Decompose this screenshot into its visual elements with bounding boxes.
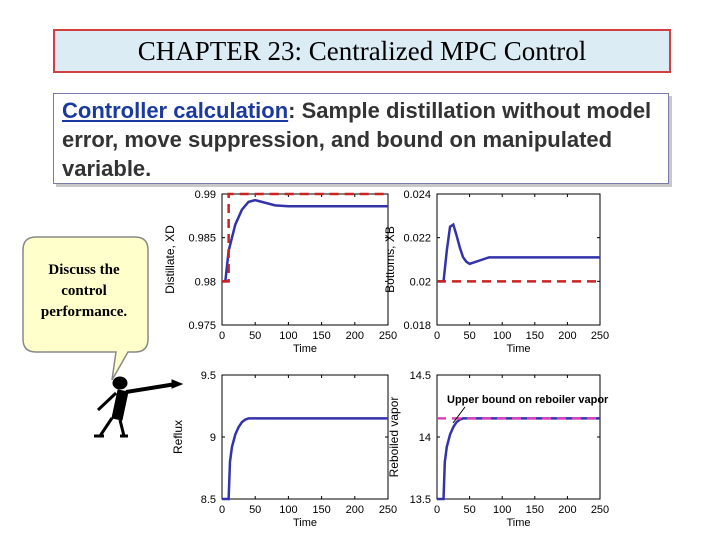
y-tick-label: 0.975 (188, 320, 216, 332)
subtitle-lead: Controller calculation (62, 98, 289, 123)
x-axis-label: Time (506, 343, 530, 355)
x-tick-label: 50 (249, 330, 261, 342)
series-line-response (437, 222, 600, 283)
series-line-response (222, 198, 388, 283)
y-tick-label: 14 (419, 432, 431, 444)
x-tick-label: 0 (219, 330, 225, 342)
y-axis-label: Bottoms, XB (383, 226, 397, 293)
y-tick-label: 0.018 (403, 320, 431, 332)
callout-line-1: Discuss the (48, 262, 120, 278)
x-tick-label: 150 (312, 504, 330, 516)
y-tick-label: 0.99 (195, 189, 216, 201)
y-tick-label: 0.022 (403, 233, 431, 245)
plot-frame-3 (436, 374, 601, 500)
annotation-arrow (452, 406, 466, 424)
x-tick-label: 150 (526, 330, 544, 342)
callout-text: Discuss the control performance. (24, 260, 144, 323)
x-tick-label: 250 (591, 330, 609, 342)
x-tick-label: 200 (558, 504, 576, 516)
x-tick-label: 50 (463, 330, 475, 342)
y-tick-label: 0.02 (410, 276, 431, 288)
y-axis-label: Reboiled vapor (387, 397, 401, 478)
x-tick-label: 100 (279, 330, 297, 342)
x-tick-label: 150 (526, 504, 544, 516)
x-tick-label: 0 (219, 504, 225, 516)
y-tick-label: 8.5 (201, 494, 216, 506)
x-tick-label: 100 (493, 504, 511, 516)
y-tick-label: 0.98 (195, 276, 216, 288)
y-tick-label: 14.5 (410, 370, 431, 382)
x-tick-label: 50 (249, 504, 261, 516)
x-tick-label: 0 (434, 330, 440, 342)
x-axis-label: Time (293, 517, 317, 529)
y-axis-label: Reflux (171, 420, 185, 454)
plot-frame-2 (221, 374, 389, 500)
x-tick-label: 250 (379, 330, 397, 342)
x-tick-label: 200 (346, 504, 364, 516)
y-tick-label: 0.024 (403, 189, 431, 201)
x-tick-label: 200 (346, 330, 364, 342)
x-axis-label: Time (506, 517, 530, 529)
x-tick-label: 100 (279, 504, 297, 516)
subtitle-rest: : Sample distillation without model erro… (62, 98, 652, 181)
y-axis-label: Distillate, XD (163, 225, 177, 294)
series-line-setpoint (222, 192, 388, 283)
title-banner: CHAPTER 23: Centralized MPC Control (53, 29, 671, 73)
y-tick-label: 13.5 (410, 494, 431, 506)
y-tick-label: 9.5 (201, 370, 216, 382)
x-tick-label: 100 (493, 330, 511, 342)
x-tick-label: 150 (312, 330, 330, 342)
subtitle-box: Controller calculation: Sample distillat… (53, 93, 669, 184)
y-tick-label: 9 (210, 432, 216, 444)
x-tick-label: 0 (434, 504, 440, 516)
annotation-text: Upper bound on reboiler vapor (447, 394, 609, 406)
series-line-response (222, 417, 388, 501)
y-tick-label: 0.985 (188, 233, 216, 245)
slide-title: CHAPTER 23: Centralized MPC Control (137, 35, 587, 66)
subtitle-text: Controller calculation: Sample distillat… (62, 96, 662, 183)
x-axis-label: Time (293, 343, 317, 355)
x-tick-label: 250 (379, 504, 397, 516)
x-tick-label: 50 (463, 504, 475, 516)
plot-frame-0 (221, 193, 389, 326)
callout-line-3: performance. (40, 304, 128, 320)
callout-line-2: control (61, 283, 107, 299)
x-tick-label: 250 (591, 504, 609, 516)
x-tick-label: 200 (558, 330, 576, 342)
plot-frame-1 (436, 193, 601, 326)
